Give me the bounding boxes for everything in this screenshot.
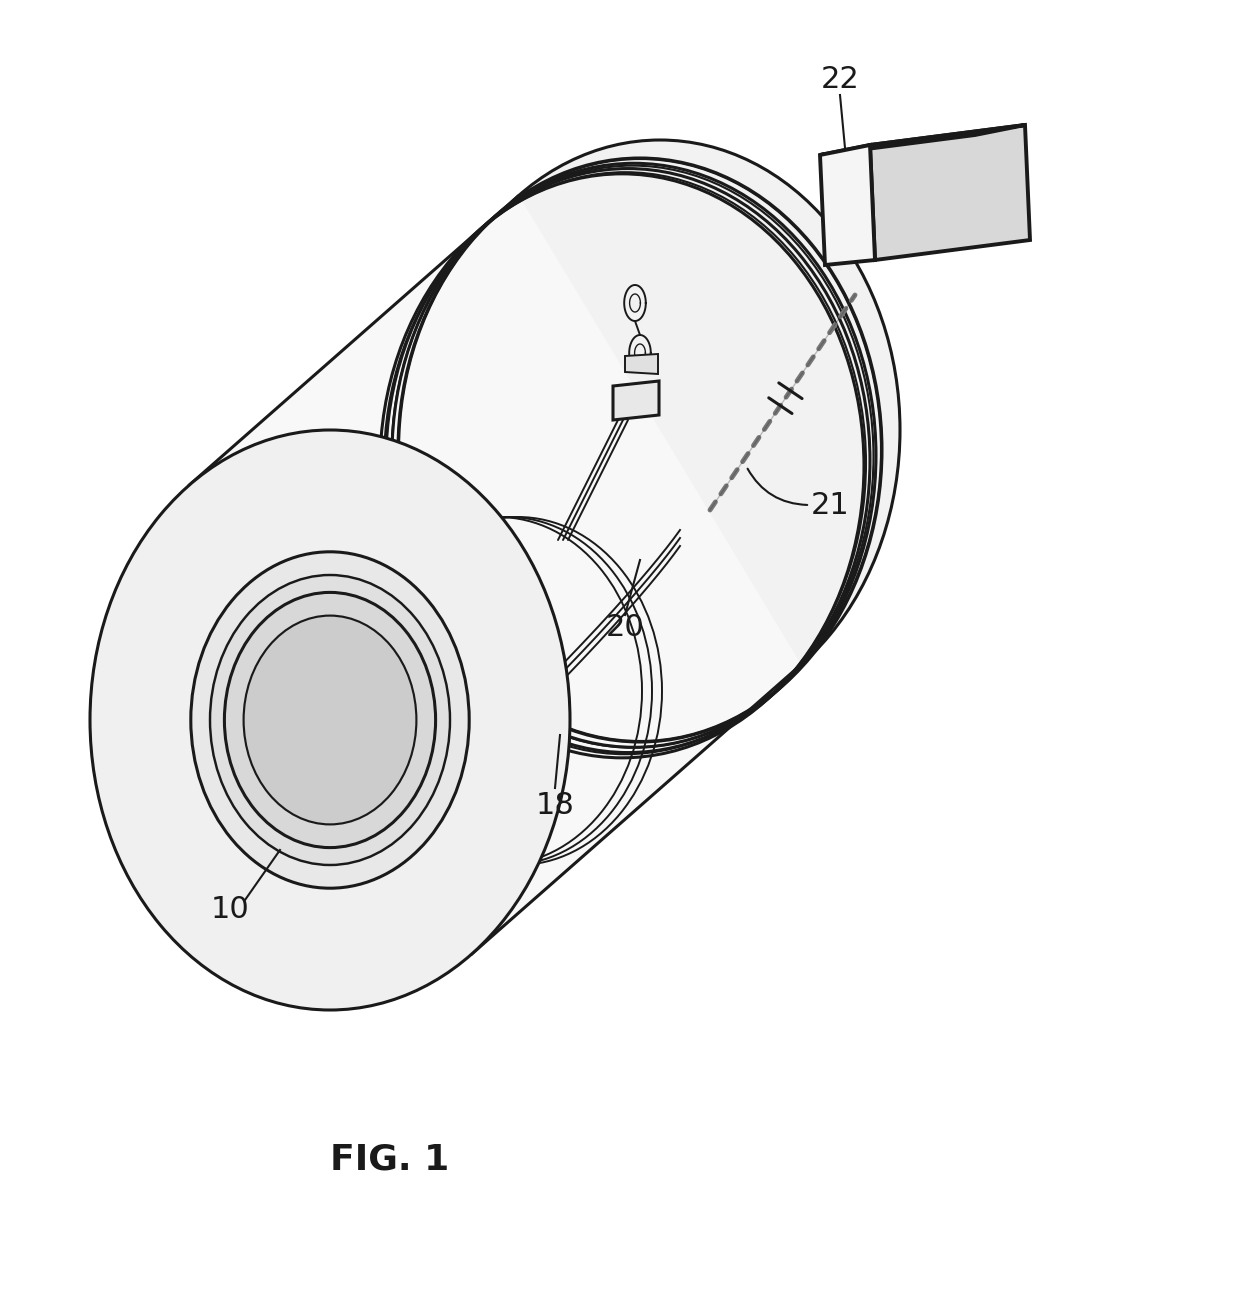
Polygon shape (625, 354, 658, 374)
Polygon shape (870, 125, 1030, 260)
Ellipse shape (191, 552, 469, 888)
Text: 10: 10 (211, 896, 249, 924)
Ellipse shape (210, 575, 450, 864)
Text: 18: 18 (536, 790, 574, 819)
Polygon shape (820, 125, 1025, 154)
Polygon shape (613, 382, 658, 421)
Ellipse shape (224, 592, 435, 848)
Text: 20: 20 (605, 614, 645, 643)
Ellipse shape (420, 140, 900, 720)
Text: 21: 21 (811, 491, 849, 519)
Text: FIG. 1: FIG. 1 (330, 1144, 450, 1177)
Ellipse shape (243, 615, 417, 824)
Polygon shape (188, 196, 801, 954)
Polygon shape (820, 145, 875, 265)
Ellipse shape (91, 430, 570, 1010)
Text: 22: 22 (821, 65, 859, 95)
